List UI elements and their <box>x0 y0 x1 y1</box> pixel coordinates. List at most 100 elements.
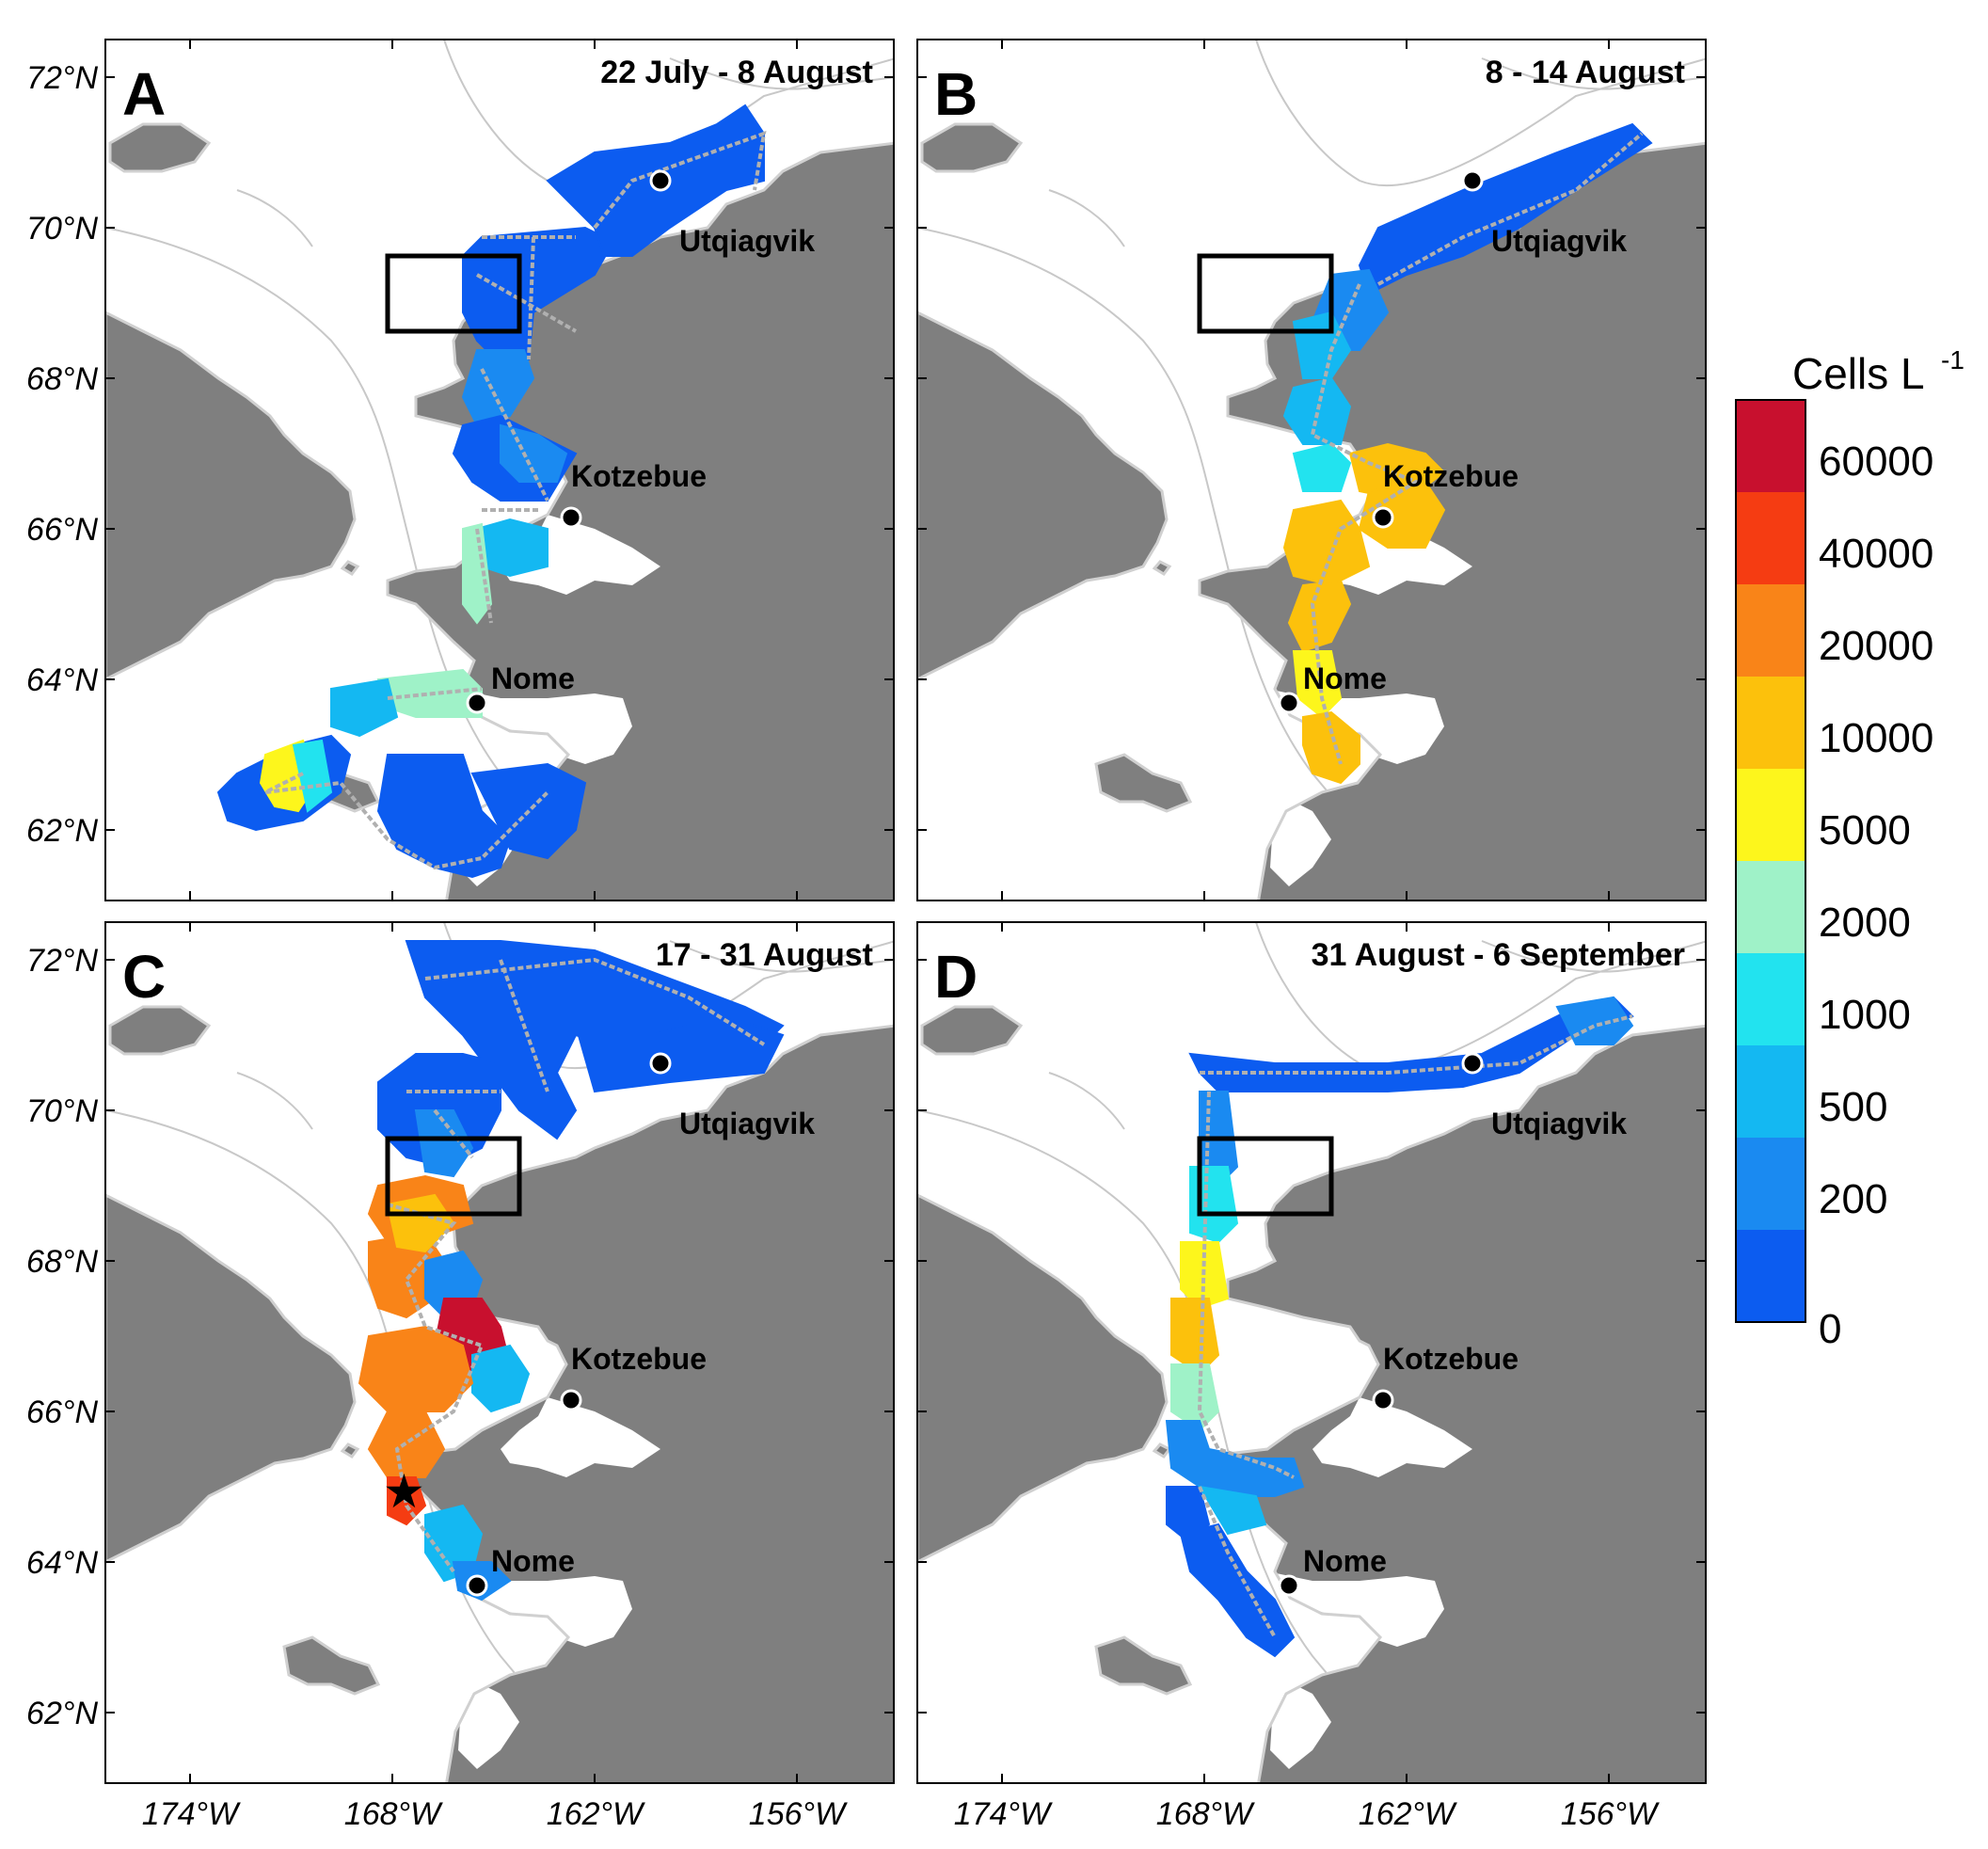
abundance-patch <box>1179 1522 1296 1658</box>
colorbar-swatch <box>1736 953 1805 1045</box>
ship-track <box>264 130 767 870</box>
colorbar-swatch <box>1736 677 1805 769</box>
panel-a: Utqiagvik Kotzebue Nome A 22 July - 8 August… <box>26 39 895 901</box>
abundance-patch <box>1165 1420 1305 1497</box>
phytoplankton-abundance-field <box>1282 122 1653 785</box>
colorbar-tick-label: 2000 <box>1819 900 1911 946</box>
city-marker <box>1372 1389 1394 1411</box>
colorbar-swatch <box>1736 1230 1805 1322</box>
city-marker <box>1278 692 1300 714</box>
latitude-tick-label: 64°N <box>26 1545 98 1581</box>
ship-track <box>1310 132 1644 765</box>
latitude-tick-label: 62°N <box>26 1696 98 1731</box>
panel-frame <box>916 39 1707 901</box>
abundance-patch <box>1282 499 1371 587</box>
colorbar-swatch <box>1736 400 1805 492</box>
city-label: Nome <box>491 661 575 695</box>
abundance-patch <box>1287 579 1352 653</box>
city-marker <box>466 692 488 714</box>
panel-letter: A <box>122 60 166 128</box>
colorbar-tick-label: 60000 <box>1819 438 1933 485</box>
city-label: Utqiagvik <box>1491 224 1627 258</box>
study-region-box <box>385 1136 522 1217</box>
abundance-patch <box>376 754 512 879</box>
latitude-tick-label: 64°N <box>26 662 98 698</box>
colorbar-swatch <box>1736 584 1805 677</box>
city-label: Kotzebue <box>1383 1342 1519 1376</box>
star-marker-icon: ★ <box>383 1465 425 1518</box>
city-marker <box>1461 1052 1484 1075</box>
city-label: Kotzebue <box>571 459 707 493</box>
colorbar-swatch <box>1736 861 1805 953</box>
city-label: Nome <box>1303 1544 1387 1578</box>
longitude-tick-label: 156°W <box>749 1796 848 1832</box>
phytoplankton-abundance-field <box>358 940 785 1602</box>
panel-date-range: 8 - 14 August <box>1486 55 1685 90</box>
panel-frame <box>104 921 895 1784</box>
city-marker <box>1278 1574 1300 1597</box>
city-label: Utqiagvik <box>679 224 815 258</box>
panel-letter: B <box>934 60 978 128</box>
longitude-tick-label: 174°W <box>954 1796 1053 1832</box>
latitude-tick-label: 72°N <box>26 60 98 96</box>
colorbar-tick-label: 1000 <box>1819 992 1911 1038</box>
longitude-tick-label: 168°W <box>1156 1796 1255 1832</box>
abundance-patch <box>1292 650 1343 719</box>
study-region-box <box>1197 1136 1334 1217</box>
colorbar-swatch <box>1736 492 1805 584</box>
city-label: Nome <box>491 1544 575 1578</box>
city-marker <box>1461 169 1484 192</box>
city-label: Kotzebue <box>571 1342 707 1376</box>
colorbar-tick-label: 500 <box>1819 1084 1887 1130</box>
latitude-tick-label: 66°N <box>26 1395 98 1430</box>
panel-c: Utqiagvik Kotzebue Nome ★ C 17 - 31 August 72°… <box>26 921 895 1832</box>
abundance-patch <box>1180 1241 1230 1310</box>
city-marker <box>560 506 582 529</box>
city-label: Utqiagvik <box>1491 1107 1627 1140</box>
colorbar-tick-label: 200 <box>1819 1176 1887 1222</box>
abundance-patch <box>574 1014 785 1093</box>
panel-letter: D <box>934 943 978 1011</box>
city-label: Utqiagvik <box>679 1107 815 1140</box>
city-marker <box>560 1389 582 1411</box>
abundance-patch <box>1302 710 1360 785</box>
ship-track <box>387 957 766 1573</box>
colorbar-title: Cells L <box>1792 349 1925 398</box>
latitude-tick-label: 72°N <box>26 943 98 979</box>
abundance-patch <box>1198 1485 1267 1536</box>
longitude-tick-label: 156°W <box>1561 1796 1660 1832</box>
city-marker <box>649 169 672 192</box>
abundance-patch <box>1282 376 1352 445</box>
colorbar-title-superscript: -1 <box>1941 345 1964 375</box>
abundance-patch <box>462 522 493 625</box>
panel-date-range: 22 July - 8 August <box>600 55 873 90</box>
ship-track <box>1197 1014 1633 1638</box>
colorbar-legend: Cells L -1 60000400002000010000500020001… <box>1735 345 1964 1352</box>
colorbar-tick-label: 10000 <box>1819 715 1933 761</box>
longitude-tick-label: 162°W <box>547 1796 645 1832</box>
panel-date-range: 17 - 31 August <box>656 937 873 973</box>
longitude-tick-label: 168°W <box>344 1796 443 1832</box>
latitude-tick-label: 68°N <box>26 1244 98 1280</box>
latitude-tick-label: 62°N <box>26 813 98 849</box>
colorbar-swatch <box>1736 1045 1805 1138</box>
city-marker <box>1372 506 1394 529</box>
colorbar-tick-label: 20000 <box>1819 623 1933 669</box>
abundance-patch <box>330 677 399 738</box>
colorbar-tick-label: 5000 <box>1819 807 1911 853</box>
longitude-tick-label: 174°W <box>142 1796 241 1832</box>
abundance-patch <box>1292 442 1352 492</box>
colorbar-tick-label: 0 <box>1819 1306 1841 1352</box>
abundance-patch <box>461 349 535 427</box>
abundance-patch <box>471 1344 531 1413</box>
latitude-tick-label: 66°N <box>26 512 98 548</box>
panel-letter: C <box>122 943 166 1011</box>
panel-b: Utqiagvik Kotzebue Nome B 8 - 14 August <box>916 39 1707 901</box>
city-marker <box>649 1052 672 1075</box>
latitude-tick-label: 68°N <box>26 361 98 397</box>
panel-date-range: 31 August - 6 September <box>1312 937 1685 973</box>
panel-frame <box>916 921 1707 1784</box>
study-region-box <box>385 253 522 334</box>
latitude-tick-label: 70°N <box>26 211 98 247</box>
